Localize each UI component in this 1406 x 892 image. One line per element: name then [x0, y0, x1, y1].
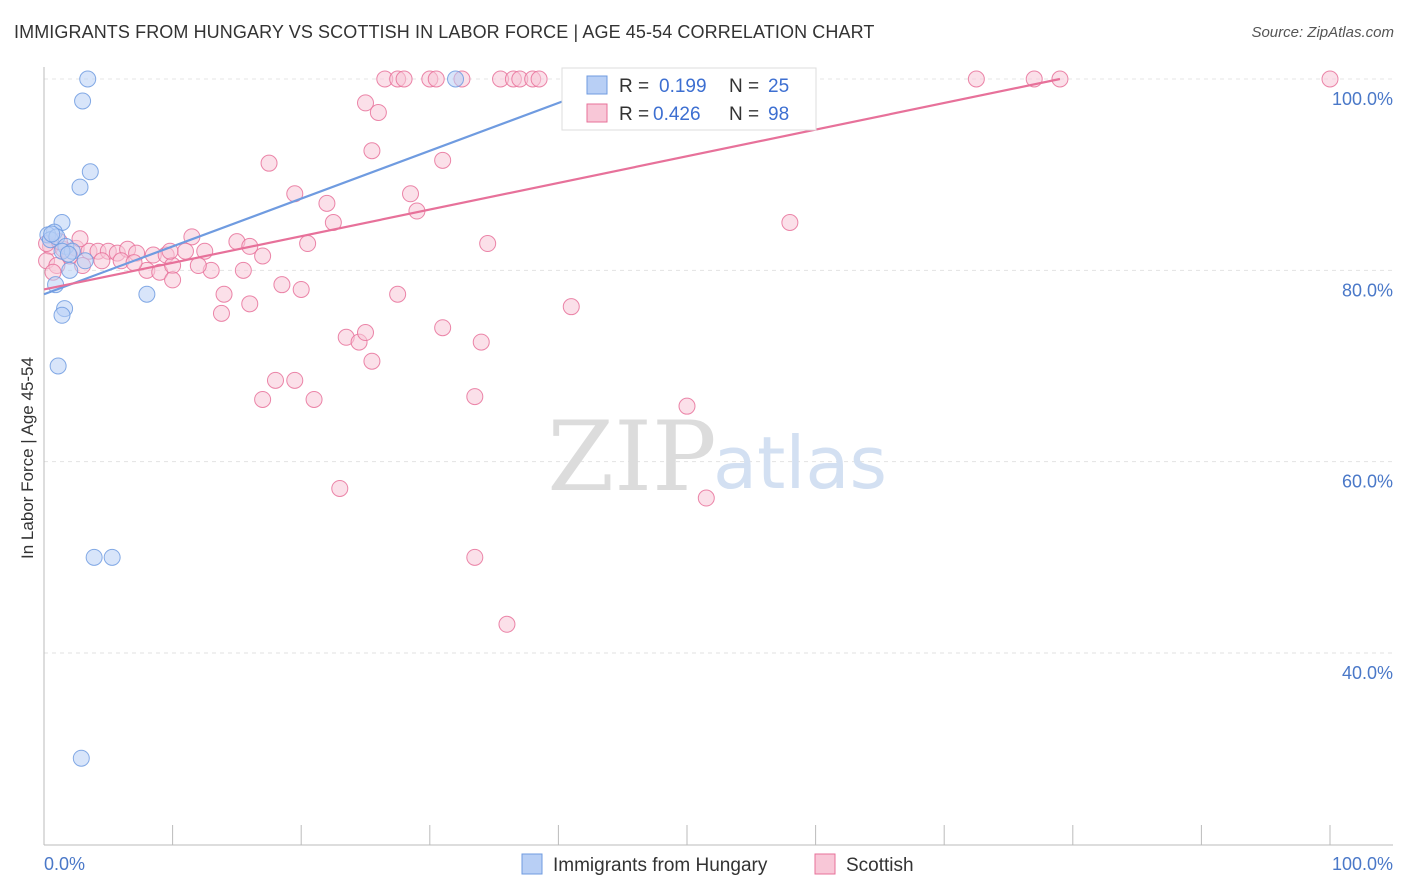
chart-title: IMMIGRANTS FROM HUNGARY VS SCOTTISH IN L… — [14, 22, 875, 42]
scottish-point — [357, 324, 374, 342]
hungary-point — [71, 178, 89, 196]
scottish-point — [260, 154, 278, 172]
scottish-point — [389, 285, 407, 303]
scottish-point — [498, 615, 516, 633]
scottish-point — [466, 548, 484, 566]
hungary-point — [43, 225, 61, 243]
y-tick-label: 100.0% — [1332, 89, 1393, 109]
y-tick-label: 40.0% — [1342, 663, 1393, 683]
scottish-point — [176, 242, 194, 260]
scottish-point — [305, 390, 323, 408]
legend-r-value-1: 0.199 — [659, 76, 707, 97]
scottish-trend-line — [43, 77, 1061, 291]
hungary-point — [49, 357, 67, 375]
scottish-point — [318, 194, 336, 212]
scottish-point — [479, 235, 497, 253]
scottish-point — [164, 257, 182, 275]
scottish-point — [212, 304, 230, 322]
scottish-point — [299, 235, 317, 253]
source-label: Source: ZipAtlas.com — [1251, 24, 1394, 41]
legend-swatch-hungary — [586, 75, 608, 95]
scottish-point — [466, 388, 484, 406]
scottish-point — [93, 252, 111, 270]
legend-n-value-1: 25 — [768, 76, 789, 97]
scottish-point — [71, 230, 89, 248]
hungary-point — [138, 285, 156, 303]
scottish-point — [434, 319, 452, 337]
hungary-point — [85, 548, 103, 566]
bottom-legend: Immigrants from Hungary Scottish — [521, 853, 914, 876]
bottom-legend-label-scottish: Scottish — [846, 855, 914, 876]
scottish-point — [781, 214, 799, 231]
hungary-point — [53, 306, 71, 324]
bottom-legend-swatch-hungary — [521, 853, 543, 875]
scottish-point — [530, 70, 548, 88]
scottish-point — [266, 371, 284, 389]
y-tick-label: 60.0% — [1342, 472, 1393, 492]
scottish-point — [427, 70, 445, 88]
y-tick-label: 80.0% — [1342, 280, 1393, 300]
hungary-point — [61, 261, 79, 279]
hungary-point — [72, 749, 90, 767]
scottish-point — [273, 276, 291, 294]
hungary-point — [103, 548, 121, 566]
legend-n-value-2: 98 — [768, 104, 789, 125]
scottish-point — [697, 489, 715, 507]
legend-n-label-1: N = — [729, 76, 759, 97]
y-axis-label: In Labor Force | Age 45-54 — [18, 357, 37, 559]
scottish-point — [189, 257, 207, 275]
legend-r-value-2: 0.426 — [653, 104, 701, 125]
x-tick-label-min: 0.0% — [44, 854, 85, 874]
scottish-point — [472, 333, 490, 351]
x-tick-label-max: 100.0% — [1332, 854, 1393, 874]
watermark: ZIP atlas — [547, 401, 887, 513]
watermark-atlas: atlas — [713, 421, 887, 505]
bottom-legend-swatch-scottish — [814, 853, 836, 875]
scottish-point — [967, 70, 985, 88]
scottish-point — [215, 285, 233, 303]
scottish-point — [254, 390, 272, 408]
grid-lines — [44, 78, 1393, 654]
scottish-point — [434, 151, 452, 169]
scottish-point — [357, 94, 374, 112]
series-hungary-points — [39, 70, 465, 767]
scottish-point — [363, 352, 381, 370]
scottish-point — [1321, 70, 1339, 88]
hungary-point — [74, 92, 92, 110]
scottish-point — [241, 295, 259, 313]
scottish-point — [331, 479, 349, 497]
scottish-point — [369, 103, 387, 121]
hungary-trend-line — [43, 92, 585, 296]
series-scottish-points — [38, 70, 1339, 633]
scottish-point — [234, 261, 252, 279]
scottish-point — [402, 185, 420, 203]
hungary-point — [447, 70, 465, 88]
bottom-legend-label-hungary: Immigrants from Hungary — [553, 855, 768, 876]
legend-r-label-2: R = — [619, 104, 649, 125]
scottish-point — [678, 397, 696, 415]
scottish-point — [363, 142, 381, 160]
scottish-point — [292, 280, 310, 298]
legend-n-label-2: N = — [729, 104, 759, 125]
legend-r-label-1: R = — [619, 76, 649, 97]
top-legend: R = 0.199 N = 25 R = 0.426 N = 98 — [561, 67, 817, 131]
trend-lines — [43, 77, 1061, 296]
hungary-point — [79, 70, 97, 88]
hungary-point — [76, 252, 94, 270]
scottish-point — [286, 371, 304, 389]
scottish-point — [254, 247, 272, 265]
watermark-zip: ZIP — [547, 401, 716, 513]
hungary-point — [59, 245, 77, 263]
axes — [43, 67, 1393, 846]
scottish-point — [395, 70, 413, 88]
scottish-point — [164, 271, 182, 289]
legend-swatch-scottish — [586, 103, 608, 123]
scottish-point — [562, 298, 580, 316]
hungary-point — [81, 163, 99, 181]
y-tick-labels: 40.0% 60.0% 80.0% 100.0% — [1332, 89, 1393, 683]
